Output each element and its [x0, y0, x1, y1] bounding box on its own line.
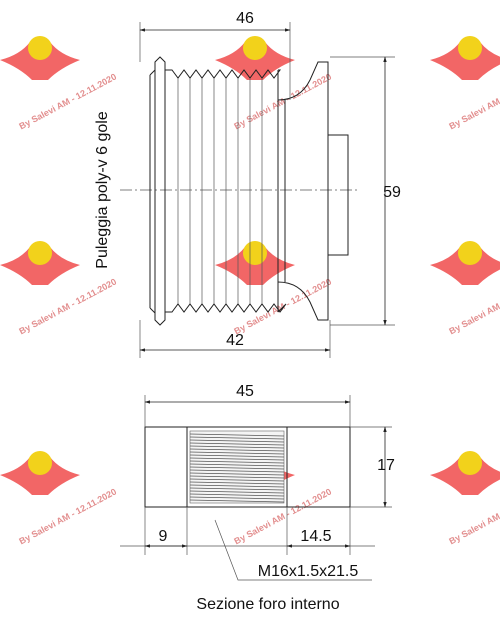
- watermark-logo-center: [458, 36, 482, 60]
- watermark-logo: [0, 42, 80, 80]
- thread-line: [189, 493, 285, 497]
- thread-line: [189, 478, 285, 482]
- watermark: By Salevi AM - 12.11.2020: [215, 36, 333, 131]
- watermark: By Salevi AM - 12.11.2020: [215, 241, 333, 336]
- watermark-logo-center: [28, 36, 52, 60]
- dim-right-offset: 14.5: [300, 528, 331, 545]
- thread-line: [189, 448, 285, 452]
- dim-left-offset: 9: [159, 528, 168, 545]
- side-label: Puleggia poly-v 6 gole: [94, 111, 111, 269]
- thread-line: [189, 451, 285, 455]
- thread-line: [189, 496, 285, 500]
- thread-line: [189, 460, 285, 464]
- watermark-text: By Salevi AM - 12.11.2020: [232, 277, 333, 337]
- watermark: By Salevi AM - 12.11.2020: [430, 451, 500, 546]
- watermark-logo: [430, 457, 500, 495]
- thread-line: [189, 439, 285, 443]
- watermark-logo-center: [243, 241, 267, 265]
- watermark-logo-center: [458, 241, 482, 265]
- thread-line: [189, 475, 285, 479]
- watermark-text: By Salevi AM - 12.11.2020: [232, 72, 333, 132]
- watermark: By Salevi AM - 12.11.2020: [430, 241, 500, 336]
- thread-line: [189, 490, 285, 494]
- watermark-logo: [215, 42, 295, 80]
- watermark-logo: [430, 247, 500, 285]
- thread-line: [189, 442, 285, 446]
- dim-top-width: 46: [236, 10, 254, 27]
- dim-height: 59: [383, 184, 401, 201]
- thread-line: [189, 433, 285, 437]
- watermark-logo: [215, 247, 295, 285]
- thread-line: [189, 436, 285, 440]
- watermark-text: By Salevi AM - 12.11.2020: [447, 72, 500, 132]
- thread-line: [189, 499, 285, 503]
- watermark-text: By Salevi AM - 12.11.2020: [447, 487, 500, 547]
- dim-bottom-width: 42: [226, 332, 244, 349]
- dim-section-width: 45: [236, 383, 254, 400]
- thread-line: [189, 445, 285, 449]
- watermark-logo: [0, 457, 80, 495]
- watermark-text: By Salevi AM - 12.11.2020: [447, 277, 500, 337]
- watermark-logo: [0, 247, 80, 285]
- thread-line: [189, 457, 285, 461]
- thread-line: [189, 472, 285, 476]
- thread-line: [189, 463, 285, 467]
- watermark-logo-center: [458, 451, 482, 475]
- pulley-side-view: [120, 22, 395, 358]
- watermark-logo-center: [28, 451, 52, 475]
- watermark-text: By Salevi AM - 12.11.2020: [17, 277, 118, 337]
- thread-line: [189, 469, 285, 473]
- watermark-logo-center: [28, 241, 52, 265]
- watermark-logo-center: [243, 36, 267, 60]
- thread-line: [189, 466, 285, 470]
- thread-line: [189, 487, 285, 491]
- watermark: By Salevi AM - 12.11.2020: [0, 451, 118, 546]
- thread-line: [189, 454, 285, 458]
- section-caption: Sezione foro interno: [196, 596, 339, 613]
- watermark-text: By Salevi AM - 12.11.2020: [17, 487, 118, 547]
- dim-section-height: 17: [377, 457, 395, 474]
- thread-label: M16x1.5x21.5: [258, 563, 359, 580]
- section-view: [120, 395, 392, 581]
- thread-line: [189, 481, 285, 485]
- thread-line: [189, 484, 285, 488]
- watermark: By Salevi AM - 12.11.2020: [430, 36, 500, 131]
- watermark-logo: [430, 42, 500, 80]
